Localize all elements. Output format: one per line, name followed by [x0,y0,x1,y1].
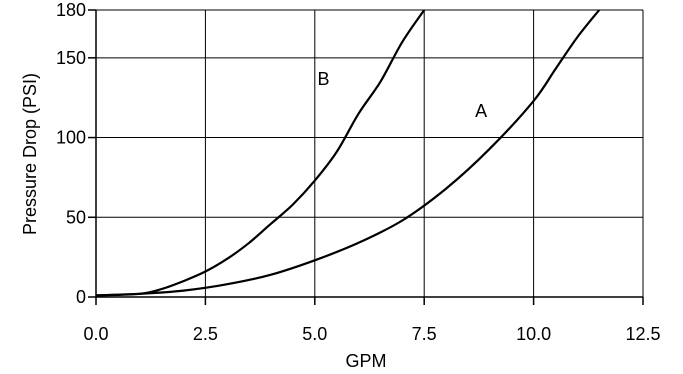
y-tick-label: 180 [56,0,86,20]
series-label-a: A [475,101,487,121]
y-axis-title: Pressure Drop (PSI) [20,73,40,235]
grid-lines [96,9,644,297]
axes [88,9,644,305]
x-tick-label: 12.5 [625,324,660,344]
x-tick-label: 2.5 [193,324,218,344]
series-line-b [95,9,426,297]
x-tick-label: 0.0 [83,324,108,344]
y-tick-label: 150 [56,48,86,68]
series-line-a [95,9,601,297]
y-tick-label: 0 [76,287,86,307]
x-axis-title: GPM [345,351,386,371]
x-tick-label: 5.0 [302,324,327,344]
x-tick-labels: 0.0 2.5 5.0 7.5 10.0 12.5 [83,324,660,344]
y-tick-label: 100 [56,128,86,148]
series-label-b: B [318,69,330,89]
series-labels: AB [318,69,488,121]
series-curves [95,9,601,297]
x-tick-label: 7.5 [412,324,437,344]
y-tick-label: 50 [66,207,86,227]
y-tick-labels: 0 50 100 150 180 [56,0,86,307]
x-tick-label: 10.0 [516,324,551,344]
